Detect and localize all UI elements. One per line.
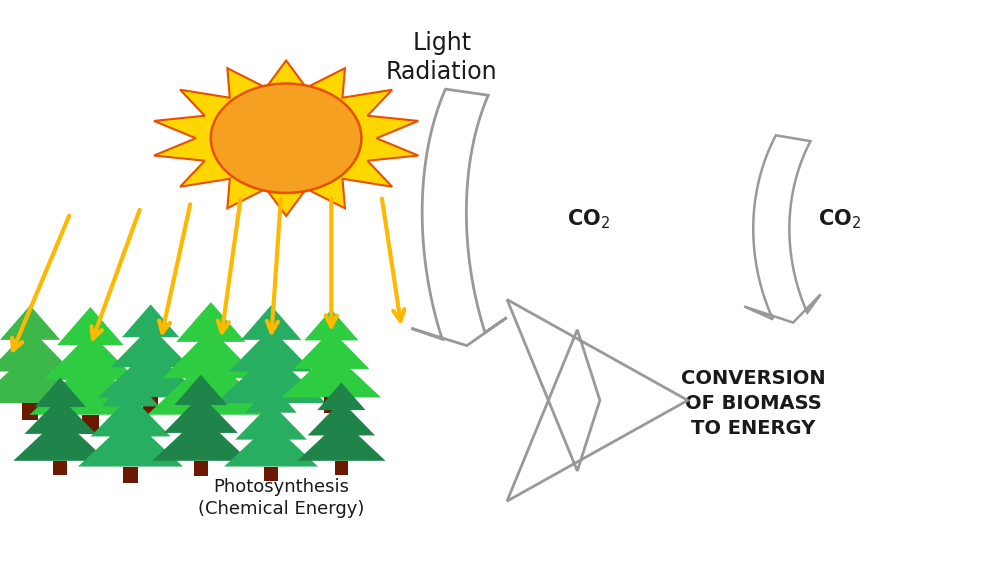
Polygon shape [78,417,183,467]
Polygon shape [297,419,385,461]
Polygon shape [29,358,150,415]
Bar [53,461,67,476]
Polygon shape [147,355,274,415]
Polygon shape [57,307,123,345]
Polygon shape [24,397,96,434]
Polygon shape [216,351,326,403]
Bar [202,415,220,434]
Polygon shape [0,305,60,340]
Text: CONVERSION
OF BIOMASS
TO ENERGY: CONVERSION OF BIOMASS TO ENERGY [680,369,824,438]
Polygon shape [293,330,369,369]
Bar [335,461,347,475]
Polygon shape [163,395,238,433]
Polygon shape [241,305,301,340]
Text: CO$_2$: CO$_2$ [817,207,861,230]
Bar [122,467,138,483]
Text: CO$_2$: CO$_2$ [567,207,610,230]
Polygon shape [743,135,819,323]
Polygon shape [229,328,313,372]
Polygon shape [235,403,307,439]
Polygon shape [44,332,136,380]
Polygon shape [411,89,507,346]
Polygon shape [507,300,687,501]
Polygon shape [13,417,107,461]
Polygon shape [98,348,203,397]
Text: Light
Radiation: Light Radiation [385,31,497,85]
Ellipse shape [211,84,361,193]
Polygon shape [90,396,171,437]
Polygon shape [34,378,86,407]
Bar [194,461,208,476]
Bar [263,403,279,420]
Bar [81,415,99,434]
Bar [264,467,278,482]
Polygon shape [175,374,227,405]
Bar [142,397,158,414]
Polygon shape [246,384,297,412]
Polygon shape [177,302,246,342]
Polygon shape [162,328,259,378]
Polygon shape [224,423,318,467]
Polygon shape [122,304,180,338]
Polygon shape [110,326,191,367]
Bar [22,403,38,420]
Polygon shape [0,328,72,372]
Polygon shape [0,351,85,403]
Polygon shape [317,382,365,410]
Polygon shape [304,309,358,340]
Text: Photosynthesis
(Chemical Energy): Photosynthesis (Chemical Energy) [198,478,364,518]
Polygon shape [282,351,381,397]
Polygon shape [153,60,418,216]
Polygon shape [152,415,249,461]
Bar [324,397,338,413]
Polygon shape [102,374,159,407]
Polygon shape [307,401,375,435]
